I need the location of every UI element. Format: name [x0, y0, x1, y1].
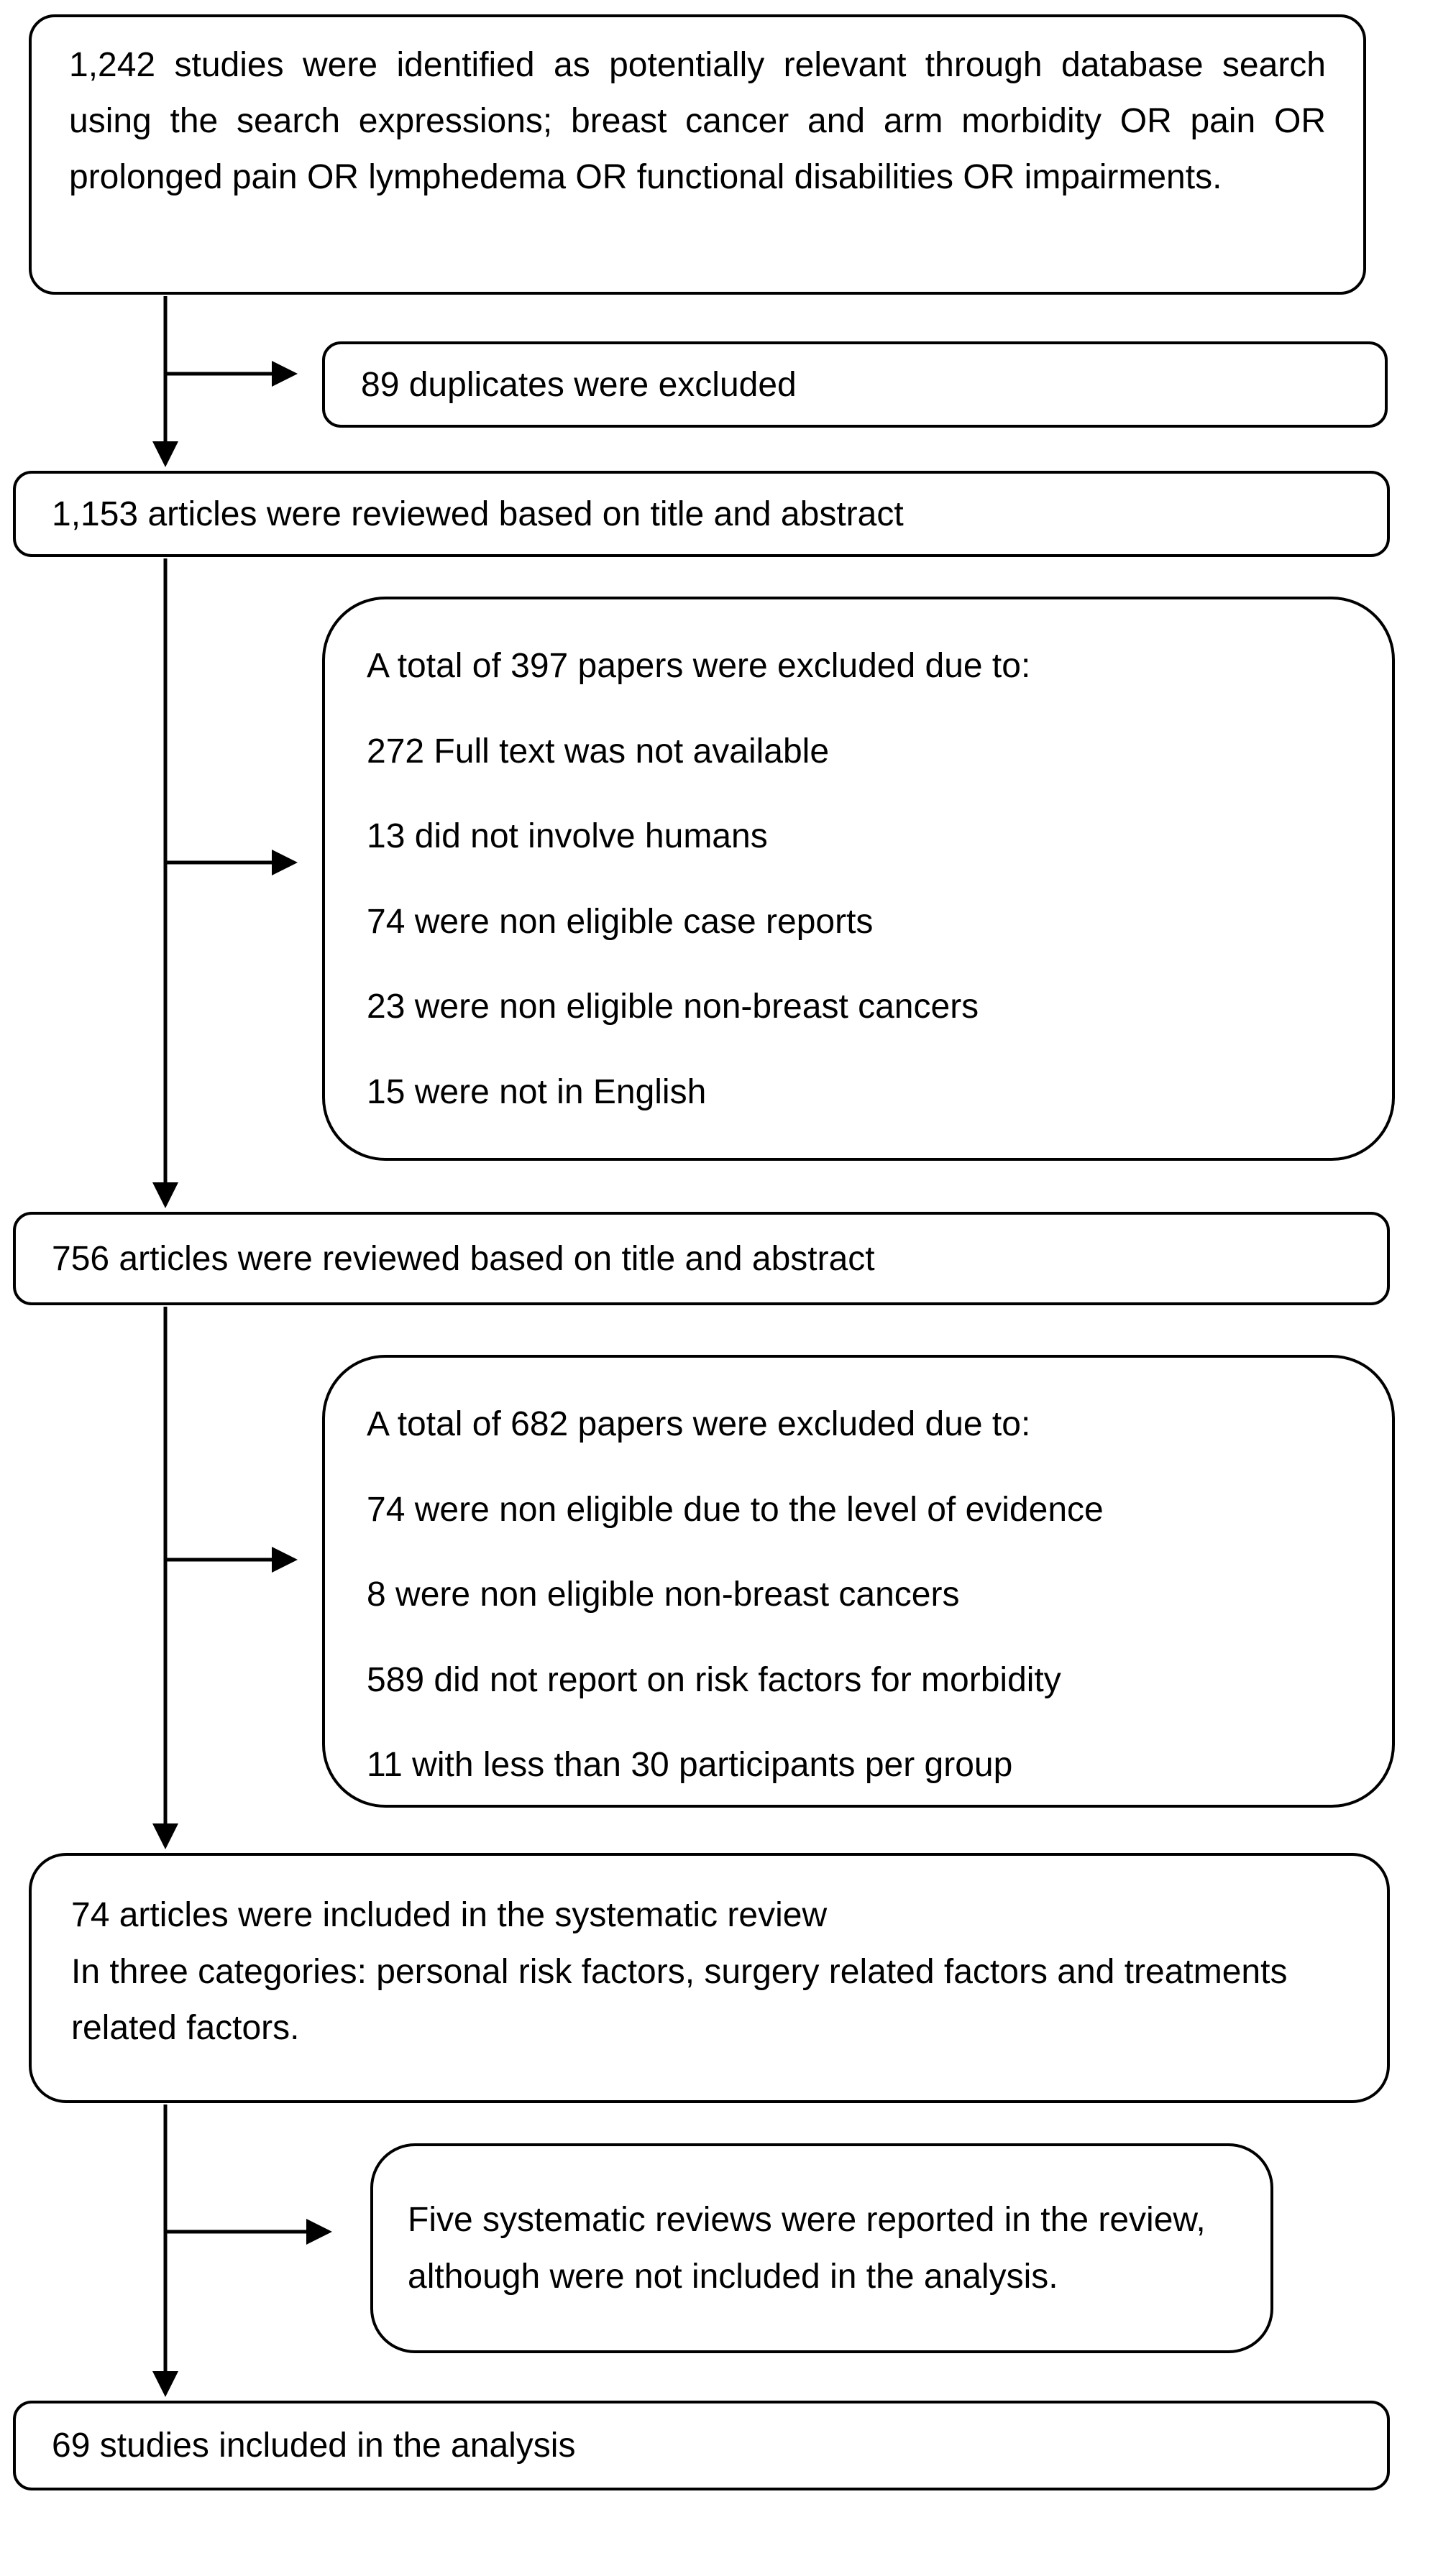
branch-arrow-excluded-682	[164, 1547, 298, 1573]
excluded-397-header: A total of 397 papers were excluded due …	[367, 647, 1031, 685]
excluded-682-reason: 589 did not report on risk factors for m…	[367, 1660, 1061, 1699]
included-review-line2: In three categories: personal risk facto…	[71, 1952, 1288, 2048]
review-1153-text: 1,153 articles were reviewed based on ti…	[52, 494, 904, 533]
branch-arrow-sysreviews	[164, 2219, 332, 2245]
studies-identified-text: 1,242 studies were identified as potenti…	[69, 46, 1326, 196]
box-studies-identified: 1,242 studies were identified as potenti…	[29, 14, 1366, 295]
excluded-397-reason: 272 Full text was not available	[367, 732, 830, 770]
box-systematic-reviews-note: Five systematic reviews were reported in…	[370, 2143, 1273, 2353]
excluded-397-reason: 74 were non eligible case reports	[367, 902, 874, 941]
duplicates-excluded-text: 89 duplicates were excluded	[361, 365, 797, 404]
branch-arrow-duplicates	[164, 361, 298, 387]
box-review-756: 756 articles were reviewed based on titl…	[13, 1212, 1390, 1305]
systematic-reviews-note-text: Five systematic reviews were reported in…	[408, 2200, 1206, 2296]
branch-arrow-excluded-397	[164, 850, 298, 875]
included-analysis-text: 69 studies included in the analysis	[52, 2426, 576, 2465]
box-review-1153: 1,153 articles were reviewed based on ti…	[13, 471, 1390, 557]
box-excluded-397: A total of 397 papers were excluded due …	[322, 597, 1395, 1161]
arrow-review756-to-included	[152, 1307, 178, 1849]
box-included-analysis: 69 studies included in the analysis	[13, 2401, 1390, 2490]
excluded-682-reason: 74 were non eligible due to the level of…	[367, 1490, 1104, 1529]
review-756-text: 756 articles were reviewed based on titl…	[52, 1239, 875, 1278]
box-excluded-682: A total of 682 papers were excluded due …	[322, 1355, 1395, 1808]
arrow-review1153-to-review756	[152, 558, 178, 1208]
excluded-397-reason: 13 did not involve humans	[367, 817, 768, 856]
excluded-682-reason: 8 were non eligible non-breast cancers	[367, 1576, 960, 1614]
arrow-identified-to-review	[152, 296, 178, 467]
box-included-review: 74 articles were included in the systema…	[29, 1853, 1390, 2103]
box-duplicates-excluded: 89 duplicates were excluded	[322, 341, 1388, 428]
included-review-line1: 74 articles were included in the systema…	[71, 1896, 828, 1934]
arrow-included-to-analysis	[152, 2104, 178, 2397]
excluded-397-reason: 15 were not in English	[367, 1072, 707, 1111]
excluded-397-reason: 23 were non eligible non-breast cancers	[367, 988, 979, 1026]
excluded-682-reason: 11 with less than 30 participants per gr…	[367, 1746, 1013, 1785]
excluded-682-header: A total of 682 papers were excluded due …	[367, 1405, 1031, 1443]
